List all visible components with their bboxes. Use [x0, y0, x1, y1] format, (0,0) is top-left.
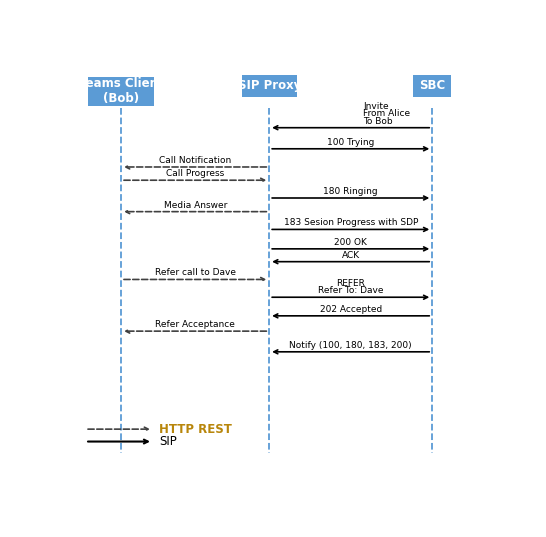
Text: 100 Trying: 100 Trying [327, 137, 375, 147]
Text: Teams Client
(Bob): Teams Client (Bob) [79, 77, 163, 105]
Text: 200 OK: 200 OK [334, 238, 367, 247]
Text: Notify (100, 180, 183, 200): Notify (100, 180, 183, 200) [289, 341, 412, 350]
FancyBboxPatch shape [413, 75, 451, 97]
Text: 180 Ringing: 180 Ringing [323, 187, 378, 196]
Text: Refer To: Dave: Refer To: Dave [318, 286, 383, 295]
Text: From Alice: From Alice [364, 109, 411, 118]
Text: 202 Accepted: 202 Accepted [319, 305, 382, 314]
Text: Call Notification: Call Notification [159, 156, 232, 165]
Text: To Bob: To Bob [364, 117, 393, 126]
Text: HTTP REST: HTTP REST [159, 423, 232, 436]
FancyBboxPatch shape [242, 75, 297, 97]
Text: Refer call to Dave: Refer call to Dave [155, 268, 236, 278]
FancyBboxPatch shape [88, 77, 154, 106]
Text: SIP Proxy: SIP Proxy [238, 79, 301, 92]
Text: Call Progress: Call Progress [166, 169, 224, 178]
Text: 183 Sesion Progress with SDP: 183 Sesion Progress with SDP [283, 219, 418, 227]
Text: Refer Acceptance: Refer Acceptance [155, 320, 235, 329]
Text: REFER: REFER [336, 279, 365, 288]
Text: SIP: SIP [159, 435, 177, 448]
Text: SBC: SBC [419, 79, 446, 92]
Text: Media Answer: Media Answer [163, 201, 227, 209]
Text: Invite: Invite [364, 101, 389, 111]
Text: ACK: ACK [342, 251, 360, 259]
